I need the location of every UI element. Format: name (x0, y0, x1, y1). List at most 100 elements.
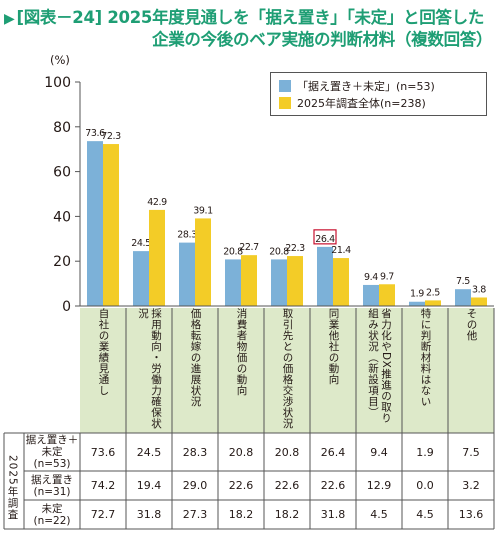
data-label-series2-4: 22.3 (285, 243, 305, 254)
legend-label-series1: 「据え置き＋未定」(n=53) (297, 80, 435, 93)
data-label-series1-4: 20.8 (269, 246, 289, 257)
legend-swatch-series1 (279, 80, 291, 92)
data-label-series2-6: 9.7 (380, 271, 394, 282)
data-label-series1-7: 1.9 (410, 289, 424, 300)
y-unit-label: (%) (50, 53, 70, 67)
category-label-text-5: 同業他社の動向 (327, 308, 340, 385)
chart-title-line2: 企業の今後のベア実施の判断材料（複数回答） (152, 30, 493, 49)
bar-series2-3 (241, 255, 257, 306)
category-label-2: 価格転嫁の進展状況 (174, 308, 216, 433)
category-label-1: 採用動向・労働力確保状況 (128, 308, 170, 433)
table-cell-2-1: 31.8 (136, 508, 162, 521)
table-cell-1-8: 3.2 (462, 479, 480, 492)
table-cell-2-8: 13.6 (458, 508, 484, 521)
data-label-series1-1: 24.5 (131, 238, 151, 249)
category-label-text-1: 採用動向・労働力確保状況 (137, 308, 162, 429)
chart-title-block: ▶ [図表－24] 2025年度見通しを「据え置き」「未定」と回答した 企業の今後… (0, 2, 500, 60)
category-label-text-4: 取引先との価格交渉状況 (281, 308, 294, 429)
table-group-label: 2025年調査 (6, 454, 19, 521)
table-row-label-1: 据え置き(n=31) (31, 473, 73, 498)
y-tick-label-4: 80 (53, 120, 71, 136)
bar-series2-1 (149, 209, 165, 306)
table-cell-0-1: 24.5 (136, 445, 162, 459)
data-label-series1-3: 20.8 (223, 246, 243, 257)
bar-series1-5 (317, 246, 333, 306)
data-label-series2-0: 72.3 (101, 131, 121, 142)
legend: 「据え置き＋未定」(n=53) 2025年調査全体(n=238) (270, 72, 487, 116)
table-cell-2-3: 18.2 (228, 508, 254, 521)
y-tick-label-0: 0 (62, 299, 71, 315)
table-cell-1-4: 22.6 (274, 479, 300, 492)
table-cell-2-7: 4.5 (416, 508, 434, 521)
table-cell-0-8: 7.5 (462, 445, 480, 459)
bar-series1-1 (133, 251, 149, 306)
category-label-5: 同業他社の動向 (312, 308, 354, 433)
table-cell-0-6: 9.4 (370, 445, 388, 459)
data-label-series2-8: 3.8 (472, 284, 486, 295)
legend-swatch-series2 (279, 97, 291, 109)
data-label-series2-5: 21.4 (331, 245, 351, 256)
table-cell-0-0: 73.6 (90, 445, 116, 459)
bar-series1-8 (455, 289, 471, 306)
table-cell-1-0: 74.2 (90, 479, 116, 492)
table-cell-1-5: 22.6 (320, 479, 346, 492)
table-cell-0-7: 1.9 (416, 445, 434, 459)
table-row-label-2: 未定(n=22) (33, 502, 71, 527)
category-label-text-0: 自社の業績見通し (97, 308, 110, 396)
table-cell-0-4: 20.8 (274, 445, 300, 459)
table-cell-1-3: 22.6 (228, 479, 254, 492)
y-tick-label-1: 20 (53, 254, 71, 270)
category-label-7: 特に判断材料はない (404, 308, 446, 433)
bar-series1-4 (271, 259, 287, 306)
table-cell-2-4: 18.2 (274, 508, 300, 521)
data-label-series2-3: 22.7 (239, 242, 259, 253)
legend-item-series1: 「据え置き＋未定」(n=53) (279, 79, 435, 93)
data-label-series2-1: 42.9 (147, 197, 167, 208)
table-cell-1-7: 0.0 (416, 479, 434, 492)
legend-label-series2: 2025年調査全体(n=238) (297, 97, 426, 110)
data-label-series1-8: 7.5 (456, 276, 470, 287)
table-cell-2-0: 72.7 (90, 508, 116, 521)
category-label-3: 消費者物価の動向 (220, 308, 262, 433)
table-cell-0-2: 28.3 (182, 445, 208, 459)
highlight-box (313, 229, 337, 245)
bar-series1-3 (225, 259, 241, 306)
table-cell-1-2: 29.0 (182, 479, 208, 492)
y-tick-label-3: 60 (53, 165, 71, 181)
data-label-series2-7: 2.5 (426, 287, 440, 298)
category-label-8: その他 (450, 308, 492, 433)
category-label-text-2: 価格転嫁の進展状況 (189, 308, 202, 407)
bar-series1-0 (87, 141, 103, 306)
table-row-label-0: 据え置き＋未定(n=53) (25, 434, 79, 470)
bar-series2-8 (471, 297, 487, 306)
chart-title-line1: ▶ [図表－24] 2025年度見通しを「据え置き」「未定」と回答した (4, 4, 484, 28)
category-label-text-3: 消費者物価の動向 (235, 308, 248, 396)
y-tick-label-2: 40 (53, 209, 71, 225)
data-label-series1-6: 9.4 (364, 272, 378, 283)
chart-title-text1: [図表－24] 2025年度見通しを「据え置き」「未定」と回答した (16, 8, 485, 27)
table-cell-2-5: 31.8 (320, 508, 346, 521)
category-label-text-6: 省力化やDX推進の取り組み状況（新設項目） (367, 308, 392, 424)
data-label-series1-2: 28.3 (177, 230, 197, 241)
bar-series1-6 (363, 284, 379, 306)
table-cell-0-5: 26.4 (320, 445, 346, 459)
table-cell-2-2: 27.3 (182, 508, 208, 521)
table-cell-1-6: 12.9 (366, 479, 392, 492)
table-cell-0-3: 20.8 (228, 445, 254, 459)
data-label-series1-5: 26.4 (315, 234, 335, 245)
bar-series2-5 (333, 258, 349, 306)
bar-series2-2 (195, 218, 211, 306)
category-label-text-8: その他 (465, 308, 478, 341)
data-label-series2-2: 39.1 (193, 205, 213, 216)
bar-series2-7 (425, 300, 441, 306)
y-tick-label-5: 100 (44, 75, 71, 91)
category-label-6: 省力化やDX推進の取り組み状況（新設項目） (358, 308, 400, 433)
bar-series2-4 (287, 256, 303, 306)
category-label-0: 自社の業績見通し (82, 308, 124, 433)
data-label-series1-0: 73.6 (85, 128, 105, 139)
bar-series1-7 (409, 301, 425, 306)
title-marker-icon: ▶ (4, 11, 15, 27)
bar-series1-2 (179, 242, 195, 306)
table-cell-1-1: 19.4 (136, 479, 162, 492)
